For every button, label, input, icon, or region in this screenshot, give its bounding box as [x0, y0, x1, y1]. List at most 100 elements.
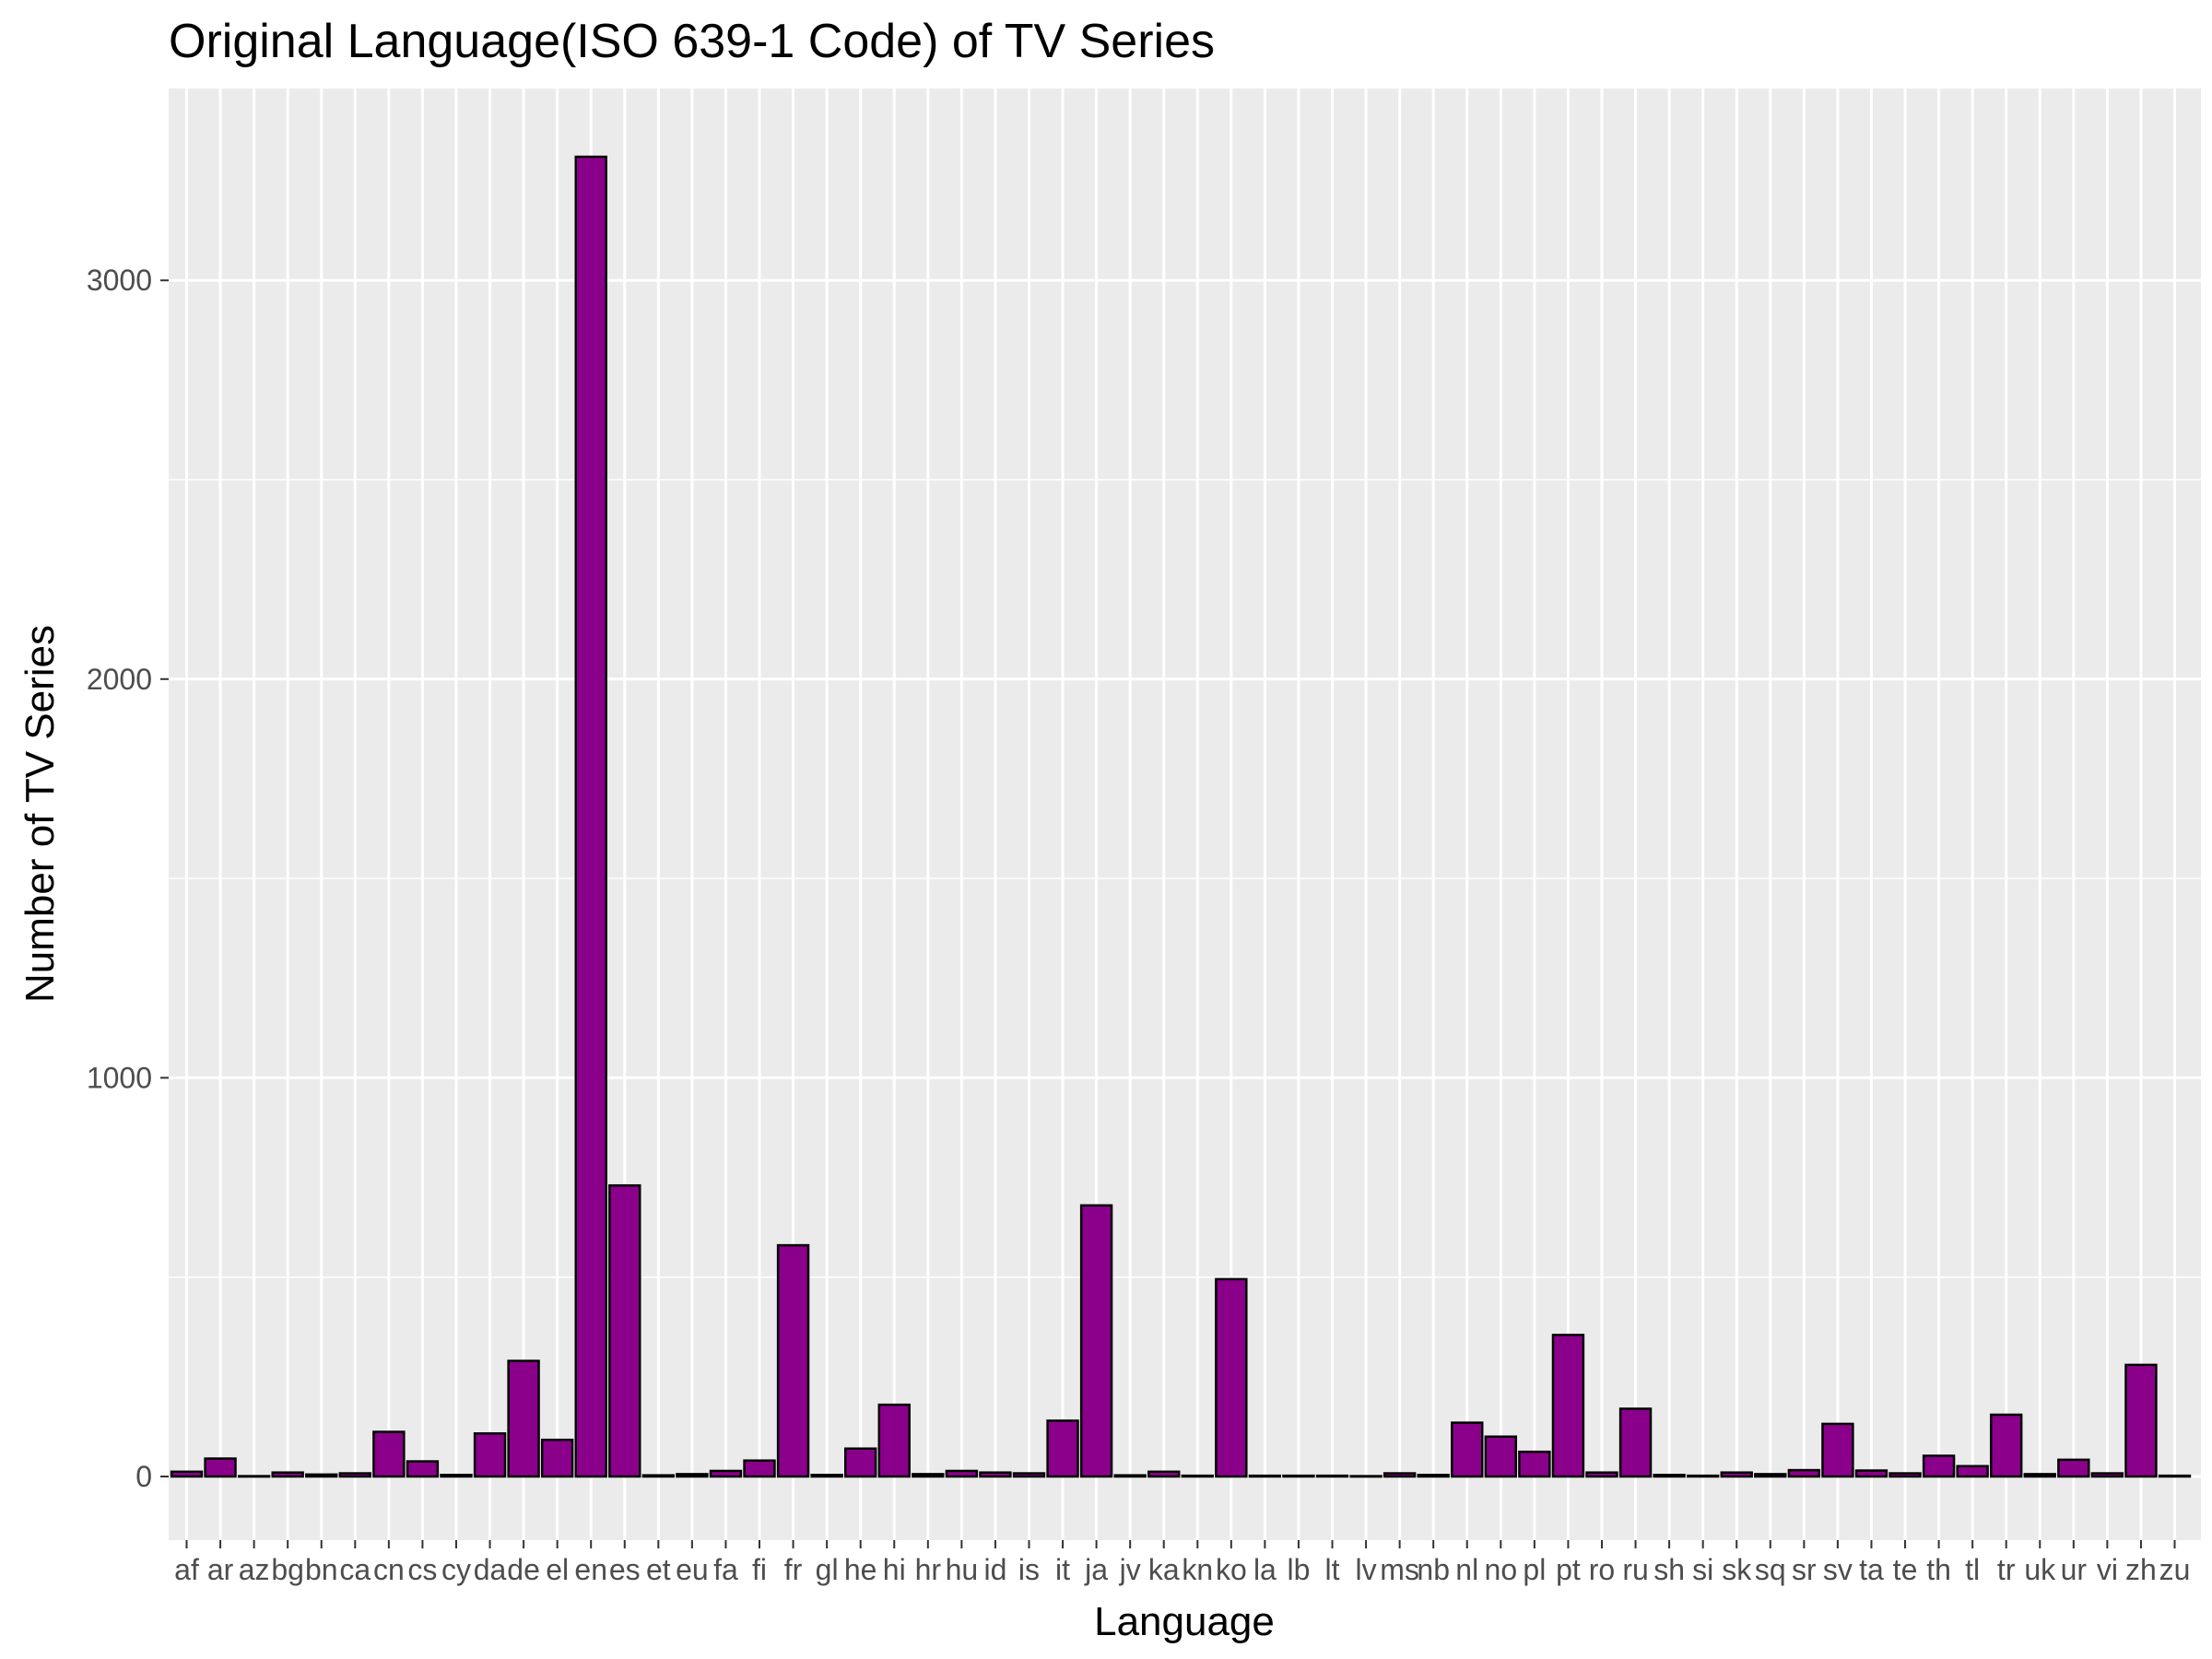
x-tick-label-tl: tl	[1965, 1553, 1980, 1586]
bar-bn	[305, 1473, 338, 1478]
bar-is	[1012, 1472, 1046, 1478]
bar-nb	[1417, 1474, 1450, 1478]
x-tick-label-de: de	[507, 1553, 540, 1586]
bar-el	[540, 1438, 574, 1478]
x-tick-label-ka: ka	[1148, 1553, 1180, 1586]
bar-ru	[1618, 1407, 1653, 1478]
bar-lb	[1282, 1474, 1315, 1478]
x-tick-label-it: it	[1055, 1553, 1070, 1586]
x-tick-label-lv: lv	[1356, 1553, 1377, 1586]
x-tick-label-id: id	[983, 1553, 1006, 1586]
bar-jv	[1113, 1474, 1147, 1478]
x-tick-label-pl: pl	[1523, 1553, 1546, 1586]
bar-cy	[440, 1474, 473, 1478]
bar-sq	[1754, 1473, 1787, 1478]
bar-la	[1248, 1474, 1282, 1478]
bar-sh	[1653, 1474, 1686, 1478]
x-tick-label-ja: ja	[1084, 1553, 1108, 1586]
x-tick-label-tr: tr	[1997, 1553, 2016, 1586]
y-tick-label: 1000	[87, 1061, 152, 1094]
chart-title: Original Language(ISO 639-1 Code) of TV …	[169, 15, 1215, 68]
bar-nl	[1451, 1421, 1484, 1478]
x-tick-label-nb: nb	[1417, 1553, 1450, 1586]
y-axis: 0 1000 2000 3000	[87, 264, 169, 1493]
x-tick-label-bg: bg	[271, 1553, 304, 1586]
bar-it	[1046, 1419, 1079, 1478]
x-tick-label-sq: sq	[1755, 1553, 1786, 1586]
x-tick-label-ko: ko	[1216, 1553, 1247, 1586]
bar-ja	[1079, 1204, 1113, 1478]
x-tick-label-th: th	[1926, 1553, 1951, 1586]
x-tick-label-he: he	[844, 1553, 877, 1586]
bar-ko	[1215, 1277, 1248, 1478]
bar-gl	[810, 1474, 843, 1478]
x-tick-label-zh: zh	[2125, 1553, 2157, 1586]
x-tick-label-cs: cs	[407, 1553, 437, 1586]
x-tick-label-ro: ro	[1589, 1553, 1615, 1586]
bar-et	[641, 1474, 676, 1478]
bar-ms	[1382, 1472, 1417, 1478]
bar-en	[574, 155, 607, 1478]
bar-ar	[204, 1457, 237, 1478]
x-tick-label-jv: jv	[1119, 1553, 1141, 1586]
x-tick-label-nl: nl	[1455, 1553, 1478, 1586]
plot-panel	[169, 88, 2201, 1540]
y-tick-label: 2000	[87, 663, 152, 696]
x-tick-label-es: es	[609, 1553, 641, 1586]
x-tick-label-la: la	[1253, 1553, 1277, 1586]
bar-da	[473, 1432, 507, 1478]
x-tick-label-ru: ru	[1622, 1553, 1648, 1586]
x-tick-label-sr: sr	[1792, 1553, 1817, 1586]
bar-ro	[1585, 1471, 1618, 1478]
bar-fr	[776, 1243, 810, 1478]
x-tick-label-vi: vi	[2097, 1553, 2118, 1586]
x-tick-label-ta: ta	[1859, 1553, 1884, 1586]
x-tick-label-da: da	[474, 1553, 507, 1586]
x-tick-label-ar: ar	[207, 1553, 234, 1586]
x-axis-title: Language	[1094, 1599, 1275, 1644]
y-tick-label: 0	[135, 1460, 152, 1493]
bar-ka	[1147, 1470, 1181, 1478]
bar-tl	[1956, 1465, 1989, 1478]
bar-kn	[1181, 1474, 1214, 1478]
bar-si	[1686, 1474, 1720, 1478]
bar-tr	[1990, 1413, 2023, 1478]
y-tick-label: 3000	[87, 264, 152, 297]
x-tick-label-sh: sh	[1653, 1553, 1685, 1586]
bars	[170, 155, 2192, 1478]
bar-uk	[2023, 1473, 2056, 1478]
x-tick-label-ur: ur	[2061, 1553, 2088, 1586]
x-tick-label-ca: ca	[339, 1553, 371, 1586]
bar-zu	[2158, 1474, 2192, 1478]
y-axis-title: Number of TV Series	[18, 625, 63, 1003]
bar-te	[1888, 1472, 1922, 1478]
bar-cn	[372, 1430, 406, 1478]
bar-de	[507, 1359, 540, 1478]
x-tick-label-gl: gl	[816, 1553, 839, 1586]
bar-ta	[1854, 1469, 1888, 1478]
x-tick-label-sv: sv	[1823, 1553, 1853, 1586]
x-tick-label-sk: sk	[1722, 1553, 1752, 1586]
x-tick-label-hu: hu	[946, 1553, 979, 1586]
x-axis: af ar az bg bn ca cn cs cy da de el en es et eu fa fi fr gl…	[174, 1540, 2190, 1586]
x-tick-label-zu: zu	[2159, 1553, 2191, 1586]
bar-pt	[1551, 1334, 1585, 1478]
bar-he	[843, 1447, 877, 1478]
x-tick-label-hi: hi	[883, 1553, 906, 1586]
bar-bg	[271, 1471, 304, 1478]
bar-no	[1484, 1435, 1518, 1478]
bar-vi	[2090, 1472, 2124, 1478]
bar-sk	[1720, 1471, 1753, 1478]
x-tick-label-cy: cy	[441, 1553, 471, 1586]
bar-zh	[2124, 1363, 2158, 1478]
x-tick-label-fi: fi	[752, 1553, 767, 1586]
x-tick-label-no: no	[1485, 1553, 1518, 1586]
bar-ca	[338, 1472, 371, 1478]
x-tick-label-fr: fr	[784, 1553, 803, 1586]
x-tick-label-lb: lb	[1288, 1553, 1311, 1586]
x-tick-label-uk: uk	[2024, 1553, 2056, 1586]
bar-fa	[709, 1469, 743, 1478]
x-tick-label-eu: eu	[676, 1553, 709, 1586]
x-tick-label-et: et	[646, 1553, 671, 1586]
